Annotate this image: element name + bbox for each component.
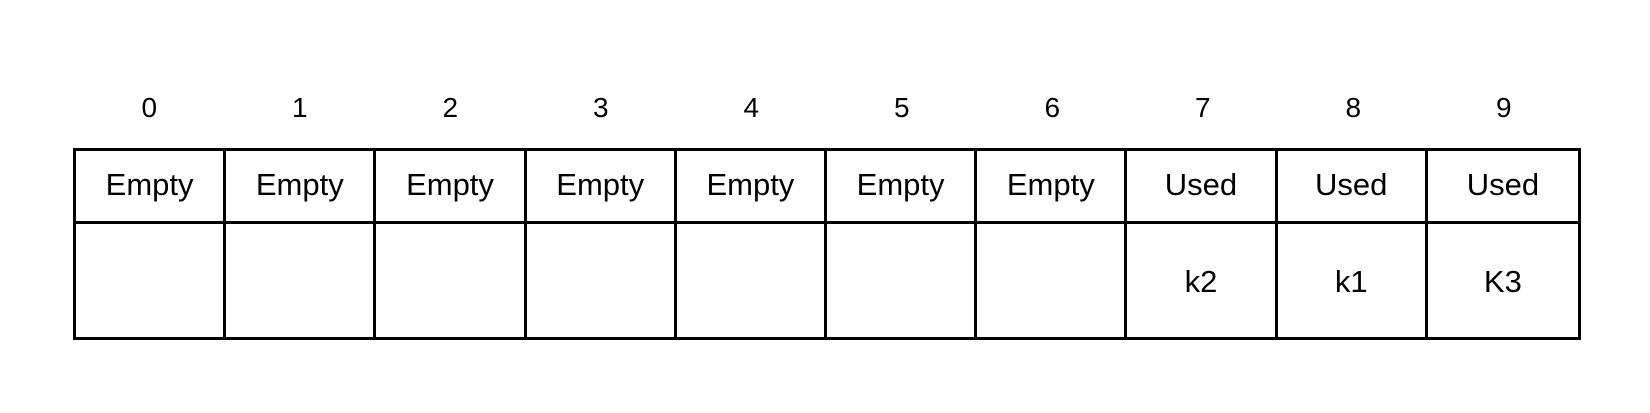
index-labels-row: 0 1 2 3 4 5 6 7 8 9: [74, 88, 1579, 128]
key-cell-6: [977, 224, 1128, 337]
status-cell-7: Used: [1127, 151, 1278, 224]
index-label-4: 4: [743, 92, 760, 123]
key-cell-2: [376, 224, 527, 337]
index-label-2: 2: [442, 92, 459, 123]
status-cell-0: Empty: [76, 151, 227, 224]
key-cell-0: [76, 224, 227, 337]
key-cell-4: [677, 224, 827, 337]
key-cell-1: [226, 224, 377, 337]
status-cell-1: Empty: [226, 151, 377, 224]
status-cell-2: Empty: [376, 151, 527, 224]
index-label-1: 1: [291, 92, 308, 123]
key-cell-9: K3: [1483, 263, 1522, 299]
status-cell-4: Empty: [676, 151, 827, 224]
index-label-0: 0: [141, 92, 158, 123]
slot-table: Empty Empty Empty Empty Empty Empty Empt…: [73, 148, 1581, 340]
status-cell-6: Empty: [977, 151, 1128, 224]
index-label-3: 3: [592, 92, 609, 123]
key-cell-8: k1: [1278, 224, 1428, 337]
index-label-6: 6: [1044, 92, 1061, 123]
key-cell-5: [827, 224, 978, 337]
status-cell-9: Used: [1427, 151, 1578, 224]
status-cell-3: Empty: [526, 151, 677, 224]
index-label-5: 5: [893, 92, 910, 123]
index-label-8: 8: [1345, 92, 1362, 123]
status-cell-8: Used: [1277, 151, 1428, 224]
status-cell-5: Empty: [826, 151, 978, 224]
index-label-9: 9: [1495, 92, 1512, 123]
key-cell-3: [527, 224, 677, 337]
index-label-7: 7: [1194, 92, 1211, 123]
key-cell-7: k2: [1127, 224, 1278, 337]
